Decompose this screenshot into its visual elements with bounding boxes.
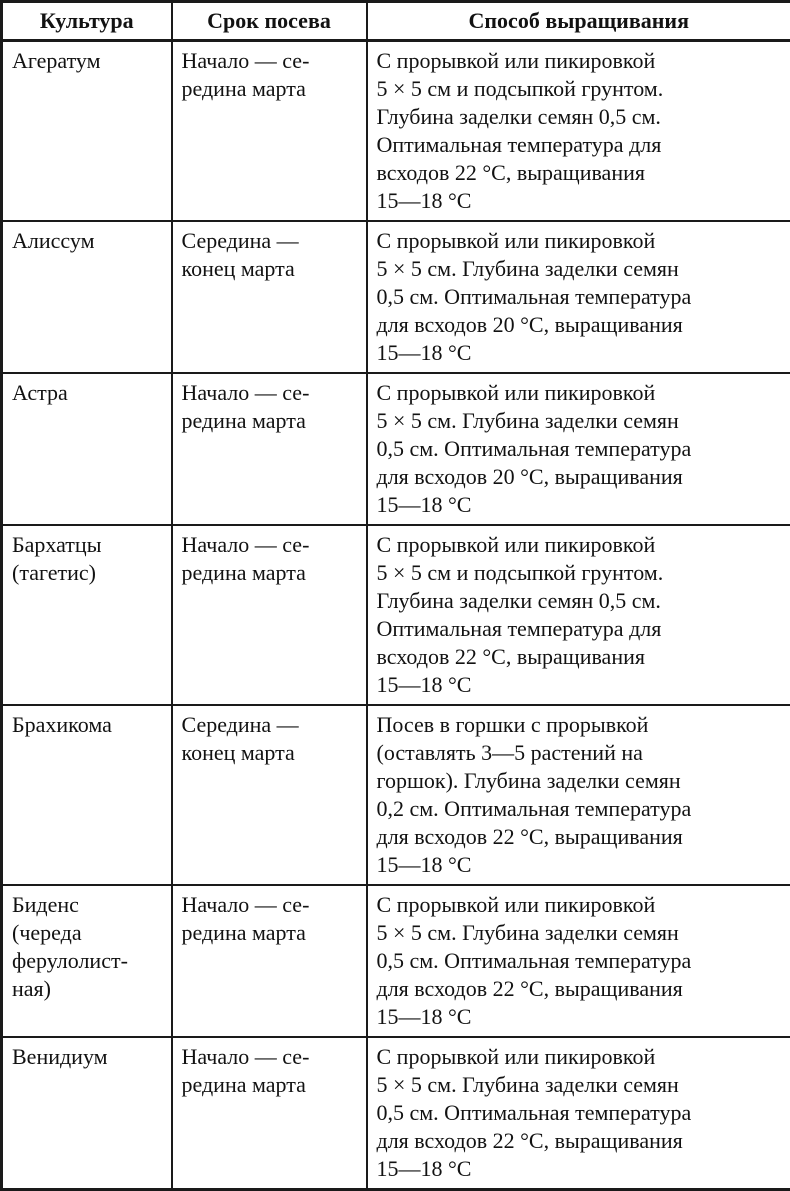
culture-cell: Брахикома [2, 705, 172, 885]
culture-cell: Астра [2, 373, 172, 525]
table-row: Венидиум Начало — се- редина марта С про… [2, 1037, 790, 1190]
sowing-period-cell: Середина — конец марта [172, 705, 367, 885]
culture-cell: Биденс (череда ферулолист- ная) [2, 885, 172, 1037]
growing-method-cell: С прорывкой или пикировкой 5 × 5 см. Глу… [367, 1037, 790, 1190]
table-row: Биденс (череда ферулолист- ная) Начало —… [2, 885, 790, 1037]
table-row: Брахикома Середина — конец марта Посев в… [2, 705, 790, 885]
table-row: Агератум Начало — се- редина марта С про… [2, 41, 790, 222]
column-header-growing-method: Способ выращивания [367, 2, 790, 41]
table-row: Астра Начало — се- редина марта С прорыв… [2, 373, 790, 525]
culture-cell: Венидиум [2, 1037, 172, 1190]
sowing-period-cell: Начало — се- редина марта [172, 41, 367, 222]
sowing-period-cell: Начало — се- редина марта [172, 373, 367, 525]
sowing-period-cell: Середина — конец марта [172, 221, 367, 373]
culture-cell: Бархатцы (тагетис) [2, 525, 172, 705]
table-header-row: Культура Срок посева Способ выращивания [2, 2, 790, 41]
table-row: Бархатцы (тагетис) Начало — се- редина м… [2, 525, 790, 705]
growing-method-cell: С прорывкой или пикировкой 5 × 5 см. Глу… [367, 221, 790, 373]
sowing-period-cell: Начало — се- редина марта [172, 1037, 367, 1190]
growing-method-cell: С прорывкой или пикировкой 5 × 5 см. Глу… [367, 373, 790, 525]
sowing-period-cell: Начало — се- редина марта [172, 885, 367, 1037]
culture-cell: Агератум [2, 41, 172, 222]
growing-method-cell: С прорывкой или пикировкой 5 × 5 см и по… [367, 525, 790, 705]
growing-method-cell: С прорывкой или пикировкой 5 × 5 см и по… [367, 41, 790, 222]
growing-method-cell: С прорывкой или пикировкой 5 × 5 см. Глу… [367, 885, 790, 1037]
culture-cell: Алиссум [2, 221, 172, 373]
column-header-culture: Культура [2, 2, 172, 41]
column-header-sowing-period: Срок посева [172, 2, 367, 41]
sowing-period-cell: Начало — се- редина марта [172, 525, 367, 705]
growing-method-cell: Посев в горшки с прорывкой (оставлять 3—… [367, 705, 790, 885]
table-row: Алиссум Середина — конец марта С прорывк… [2, 221, 790, 373]
